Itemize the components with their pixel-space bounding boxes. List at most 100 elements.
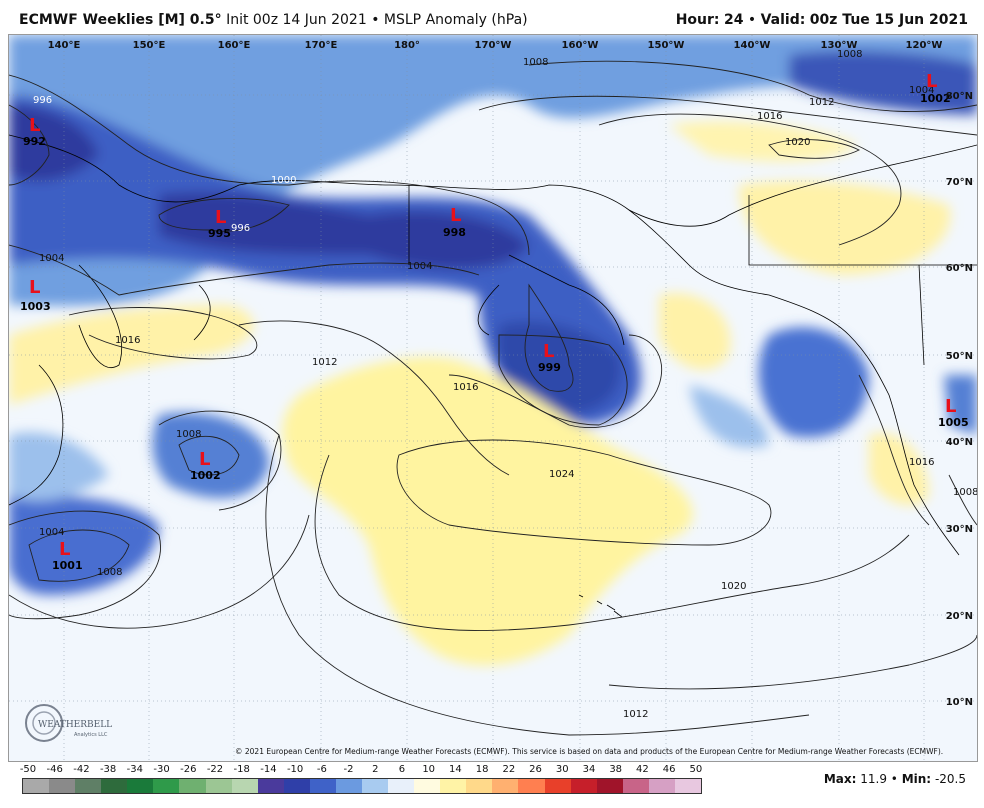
colorbar-segment: [440, 779, 467, 793]
colorbar-segment: [544, 779, 572, 793]
isobar-label: 1024: [549, 469, 574, 480]
isobar-label: 1020: [785, 137, 810, 148]
colorbar-segment: [153, 779, 180, 793]
colorbar-label: 50: [689, 764, 703, 775]
svg-text:1001: 1001: [52, 559, 83, 572]
colorbar-label: 46: [662, 764, 676, 775]
lat-label: 20°N: [946, 611, 973, 622]
svg-text:L: L: [199, 449, 210, 470]
svg-text:1002: 1002: [920, 92, 951, 105]
svg-text:998: 998: [443, 226, 466, 239]
colorbar-segment: [335, 779, 363, 793]
isobar-label: 1020: [721, 581, 746, 592]
isobar-labels: 996 1000 996 1004 1004 1008 1012 1016 10…: [33, 49, 977, 720]
svg-text:L: L: [945, 396, 956, 417]
isobar-label: 996: [231, 223, 250, 234]
hour-label: Hour:: [675, 12, 720, 28]
colorbar-label: 18: [475, 764, 489, 775]
svg-text:L: L: [29, 277, 40, 298]
header-left: ECMWF Weeklies [M] 0.5° Init 00z 14 Jun …: [19, 12, 528, 28]
isobar-label: 1004: [909, 85, 934, 96]
lon-label: 160°E: [218, 40, 251, 51]
stats: Max: 11.9 • Min: -20.5: [824, 772, 966, 786]
colorbar-label: 38: [609, 764, 623, 775]
weatherbell-logo-icon: WEATHERBELL Analytics LLC: [25, 704, 112, 742]
isobar-label: 1012: [312, 357, 337, 368]
colorbar-label: 30: [555, 764, 569, 775]
svg-text:WEATHERBELL: WEATHERBELL: [38, 720, 112, 730]
lat-label: 30°N: [946, 524, 973, 535]
valid-label: Valid:: [760, 12, 806, 28]
min-label: Min:: [901, 772, 932, 786]
colorbar-segment: [257, 779, 285, 793]
isobar-label: 1016: [453, 382, 478, 393]
lat-label: 10°N: [946, 697, 973, 708]
lon-label: 150°E: [133, 40, 166, 51]
max-value: 11.9: [860, 772, 887, 786]
colorbar-segment: [309, 779, 337, 793]
weatherbell-logo: WEATHERBELL Analytics LLC: [22, 700, 112, 746]
svg-text:1003: 1003: [20, 300, 51, 313]
colorbar-segment: [231, 779, 259, 793]
max-label: Max:: [823, 772, 857, 786]
colorbar-label: 26: [529, 764, 542, 775]
lon-label: 140°E: [48, 40, 81, 51]
svg-text:992: 992: [23, 135, 46, 148]
isobar-label: 1008: [953, 487, 977, 498]
lat-label: 80°N: [946, 91, 973, 102]
svg-text:999: 999: [538, 361, 561, 374]
colorbar-segment: [23, 779, 50, 793]
lon-label: 130°W: [821, 40, 858, 51]
lat-label: 60°N: [946, 263, 973, 274]
colorbar-segment: [622, 779, 650, 793]
colorbar-segment: [362, 779, 389, 793]
lat-label: 40°N: [946, 437, 973, 448]
colorbar-label: -46: [46, 764, 63, 775]
colorbar-label: -50: [19, 764, 37, 775]
svg-text:1002: 1002: [190, 469, 221, 482]
colorbar-label: 6: [398, 764, 406, 775]
colorbar-label: -22: [206, 764, 224, 775]
isobar-label: 1008: [523, 57, 548, 68]
lon-label: 150°W: [648, 40, 685, 51]
colorbar-segment: [596, 779, 624, 793]
isobar-label: 1004: [407, 261, 432, 272]
colorbar-label: -6: [316, 764, 327, 775]
colorbar-segment: [283, 779, 311, 793]
isobar-label: 996: [33, 95, 52, 106]
isobar-label: 1008: [837, 49, 862, 60]
isobar-label: 1000: [271, 175, 296, 186]
colorbar-label: 14: [449, 764, 462, 775]
colorbar-labels: -50 -46 -42 -38 -34 -30 -26 -22 -18 -14 -10 -6 -2 2 6 1…: [0, 764, 984, 778]
lon-label: 160°W: [562, 40, 599, 51]
colorbar-segment: [492, 779, 519, 793]
svg-text:995: 995: [208, 227, 231, 240]
colorbar-label: 22: [502, 764, 516, 775]
colorbar-segment: [388, 779, 415, 793]
svg-text:L: L: [29, 115, 40, 136]
isobar-label: 1016: [909, 457, 934, 468]
header: ECMWF Weeklies [M] 0.5° Init 00z 14 Jun …: [0, 0, 984, 34]
colorbar-segment: [414, 779, 441, 793]
separator: •: [747, 12, 757, 28]
colorbar-segment: [570, 779, 598, 793]
latitude-labels: 80°N 70°N 60°N 50°N 40°N 30°N 20°N 10°N: [946, 91, 973, 708]
map-panel: 996 1000 996 1004 1004 1008 1012 1016 10…: [8, 34, 978, 762]
colorbar-segment: [127, 779, 154, 793]
isobar-lines: [9, 60, 977, 736]
colorbar-segment: [518, 779, 546, 793]
colorbar-label: -38: [99, 764, 117, 775]
colorbar-segment: [75, 779, 102, 793]
isobar-label: 1012: [809, 97, 834, 108]
svg-text:L: L: [215, 207, 226, 228]
lat-label: 50°N: [946, 351, 973, 362]
separator: •: [890, 772, 898, 786]
colorbar-label: 34: [582, 764, 596, 775]
colorbar-label: -10: [286, 764, 304, 775]
